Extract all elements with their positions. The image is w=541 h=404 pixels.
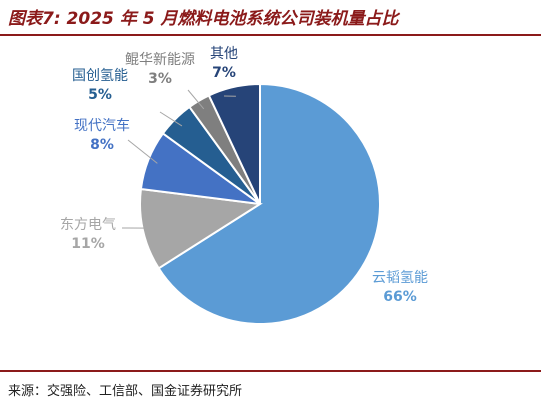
pie-slice — [157, 82, 381, 325]
slice-label: 东方电气 — [60, 217, 116, 233]
slice-label: 其他 — [210, 46, 238, 62]
slice-label: 鲲华新能源 — [125, 52, 195, 68]
pie-slice — [207, 82, 261, 205]
source-note: 来源：交强险、工信部、国金证券研究所 — [8, 384, 243, 399]
leader-line — [159, 111, 183, 127]
slice-label: 云韬氢能 — [372, 270, 428, 286]
pie-slice — [139, 187, 263, 270]
slice-percent: 7% — [212, 65, 236, 81]
source-rule — [0, 370, 541, 372]
chart-title: 图表7: 2025 年 5 月燃料电池系统公司装机量占比 — [8, 9, 399, 29]
title-rule — [0, 34, 541, 36]
slice-percent: 5% — [88, 87, 112, 103]
leader-line — [187, 89, 205, 110]
slice-percent: 66% — [383, 289, 417, 305]
slice-percent: 11% — [71, 236, 105, 252]
slice-percent: 3% — [148, 71, 172, 87]
slice-percent: 8% — [90, 137, 114, 153]
leader-line — [127, 139, 158, 164]
slice-label: 现代汽车 — [74, 117, 130, 134]
slice-label: 国创氢能 — [72, 68, 128, 84]
pie-chart: 云韬氢能 66% 东方电气 11% 现代汽车 8% 国创氢能 5% 鲲华新能源 3% 其他 7% — [60, 46, 428, 325]
